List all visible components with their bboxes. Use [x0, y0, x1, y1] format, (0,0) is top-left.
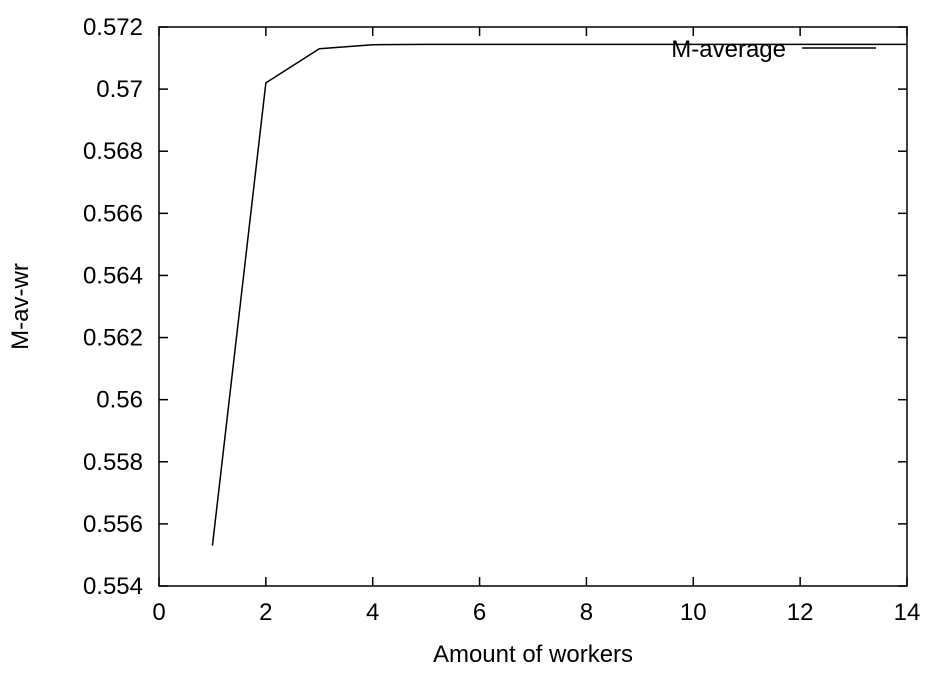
x-tick-label: 14	[894, 599, 921, 626]
y-tick-label: 0.554	[83, 573, 143, 600]
legend-label: M-average	[671, 36, 786, 63]
x-tick-label: 8	[580, 599, 593, 626]
x-tick-label: 2	[259, 599, 272, 626]
y-tick-label: 0.572	[83, 14, 143, 41]
x-tick-label: 6	[473, 599, 486, 626]
x-axis-label: Amount of workers	[433, 641, 633, 668]
y-axis-ticks: 0.554 0.556 0.558 0.56 0.562 0.564 0.566 0.568 0…	[83, 14, 907, 600]
y-tick-label: 0.568	[83, 138, 143, 165]
plot-frame	[158, 26, 908, 587]
x-tick-label: 10	[680, 599, 707, 626]
y-tick-label: 0.556	[83, 511, 143, 538]
legend: M-average	[671, 36, 876, 63]
y-tick-label: 0.558	[83, 449, 143, 476]
x-tick-label: 0	[152, 599, 165, 626]
series-layer	[211, 43, 907, 546]
x-tick-label: 12	[787, 599, 814, 626]
y-tick-label: 0.566	[83, 200, 143, 227]
y-tick-label: 0.564	[83, 262, 143, 289]
series-line-m-average	[211, 43, 907, 546]
y-tick-label: 0.57	[96, 76, 143, 103]
y-tick-label: 0.56	[96, 387, 143, 414]
y-axis-label: M-av-wr	[7, 263, 34, 350]
x-tick-label: 4	[366, 599, 379, 626]
y-tick-label: 0.562	[83, 325, 143, 352]
x-axis-ticks: 0 2 4 6 8 10 12 14	[152, 27, 920, 626]
